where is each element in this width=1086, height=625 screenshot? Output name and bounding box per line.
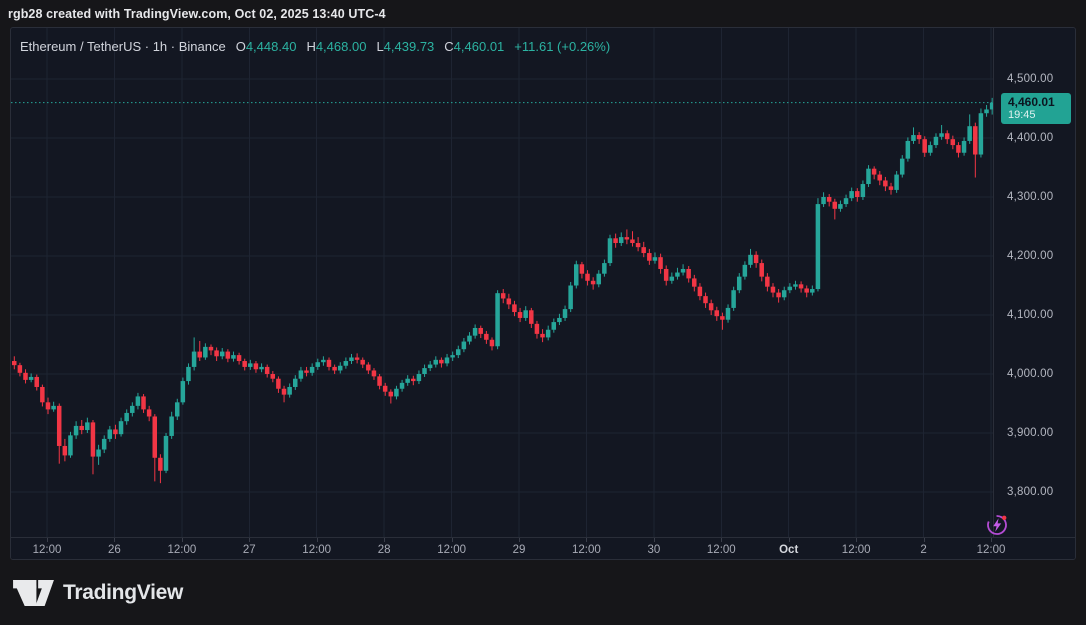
time-tick-label: 12:00	[706, 543, 736, 556]
high-value: 4,468.00	[315, 38, 367, 54]
open-value: 4,448.40	[245, 38, 297, 54]
chart-legend[interactable]: Ethereum / TetherUS · 1h · Binance O4,448…	[20, 37, 610, 55]
time-tick-mark	[451, 538, 453, 542]
time-tick-mark	[923, 538, 925, 542]
last-price-badge: 4,460.01 19:45	[1001, 93, 1071, 125]
attribution-bar: rgb28 created with TradingView.com, Oct …	[0, 0, 1086, 27]
price-tick-label: 3,900.00	[1007, 427, 1054, 439]
notification-dot	[1002, 515, 1007, 520]
lightning-icon	[987, 515, 1007, 535]
tradingview-logo-text[interactable]: TradingView	[63, 580, 184, 604]
tradingview-logo-icon[interactable]	[13, 579, 54, 606]
time-tick-label: 12:00	[302, 543, 332, 556]
time-tick-mark	[721, 538, 723, 542]
price-tick-label: 3,800.00	[1007, 486, 1054, 498]
symbol-title[interactable]: Ethereum / TetherUS · 1h · Binance	[20, 38, 226, 54]
low-value: 4,439.73	[383, 38, 435, 54]
footer-branding: TradingView	[0, 560, 1086, 625]
price-tick-label: 4,500.00	[1007, 73, 1054, 85]
time-tick-mark	[316, 538, 318, 542]
time-tick-label: 12:00	[841, 543, 871, 556]
time-tick-mark	[519, 538, 520, 542]
chart-plot-area[interactable]	[11, 28, 993, 537]
time-tick-label: 12:00	[437, 543, 466, 556]
flash-ideas-button[interactable]	[985, 513, 1009, 537]
price-tick-label: 4,100.00	[1007, 309, 1054, 321]
time-tick-label: Oct	[779, 543, 799, 556]
time-tick-mark	[249, 538, 251, 542]
open-label: O	[235, 38, 246, 54]
time-tick-mark	[114, 538, 116, 542]
price-tick-label: 4,000.00	[1007, 368, 1054, 380]
last-price-value: 4,460.01	[1008, 95, 1055, 110]
time-tick-mark	[856, 538, 858, 542]
time-tick-label: 2	[920, 543, 927, 556]
chart-widget: Ethereum / TetherUS · 1h · Binance O4,448…	[10, 27, 1076, 560]
time-tick-mark	[991, 538, 992, 542]
time-tick-label: 30	[647, 543, 661, 556]
price-tick-label: 4,400.00	[1007, 132, 1054, 144]
price-axis[interactable]: 4,460.01 19:45 4,500.00 4,400.00 4,300.00 4…	[993, 28, 1075, 537]
time-tick-mark	[653, 538, 655, 542]
bar-countdown: 19:45	[1008, 109, 1036, 122]
time-tick-mark	[181, 538, 183, 542]
price-tick-label: 4,200.00	[1007, 250, 1054, 262]
time-tick-mark	[384, 538, 386, 542]
time-tick-label: 29	[512, 543, 526, 556]
time-tick-label: 12:00	[572, 543, 601, 556]
price-tick-label: 4,300.00	[1007, 191, 1054, 203]
low-label: L	[376, 38, 384, 54]
time-axis[interactable]: 12:00 26 12:00 27 12:00 28 12:00 29 12:00 30 12:00…	[11, 537, 1075, 559]
time-tick-mark	[788, 538, 790, 542]
time-tick-label: 12:00	[976, 543, 1006, 556]
time-tick-mark	[586, 538, 588, 542]
candlestick-chart[interactable]	[11, 28, 993, 537]
time-tick-mark	[47, 538, 48, 542]
time-tick-label: 28	[377, 543, 391, 556]
attribution-text: rgb28 created with TradingView.com, Oct …	[8, 6, 386, 21]
close-label: C	[444, 38, 454, 54]
time-tick-label: 12:00	[167, 543, 197, 556]
change-value: +11.61 (+0.26%)	[514, 38, 611, 54]
close-value: 4,460.01	[453, 38, 505, 54]
time-tick-label: 26	[107, 543, 121, 556]
time-tick-label: 12:00	[32, 543, 62, 556]
time-tick-label: 27	[242, 543, 256, 556]
high-label: H	[306, 38, 316, 54]
